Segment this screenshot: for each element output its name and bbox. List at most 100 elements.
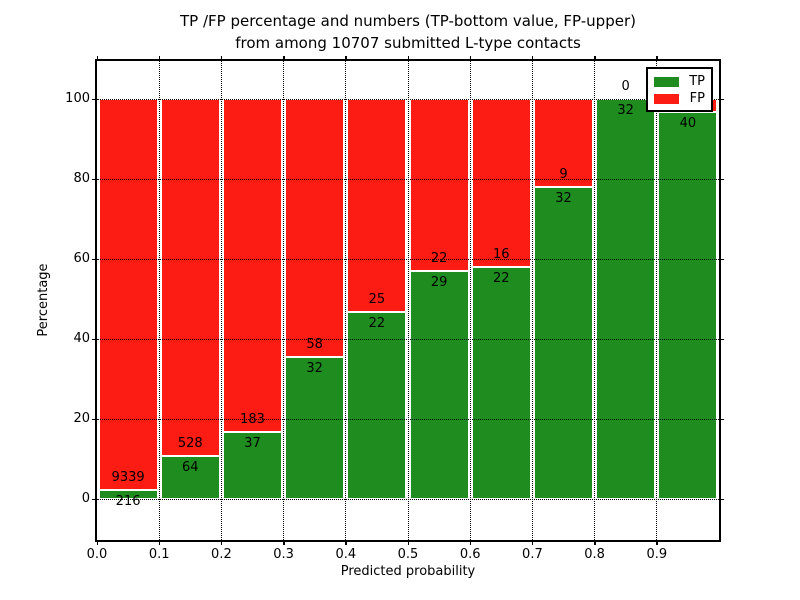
bar-0.2-0.3 — [222, 99, 283, 499]
bar-0.1-0.2 — [160, 99, 220, 499]
bar-segment-fp — [222, 99, 283, 432]
bar-segment-tp — [471, 267, 531, 499]
y-tick-left — [92, 258, 97, 260]
x-tick-label: 0.3 — [273, 547, 294, 562]
y-tick-label: 0 — [81, 491, 90, 506]
bar-fp-count-label: 528 — [177, 435, 203, 451]
vertical-gridline — [407, 61, 409, 540]
x-tick-top — [594, 56, 596, 61]
bar-tp-count-label: 32 — [306, 360, 323, 376]
bar-tp-count-label: 32 — [617, 103, 634, 118]
vertical-gridline — [345, 61, 347, 540]
bar-fp-count-label: 0 — [621, 79, 630, 94]
bar-segment-fp — [409, 99, 469, 272]
bar-segment-tp — [222, 431, 283, 499]
bar-segment-tp — [285, 356, 345, 499]
bar-segment-fp — [98, 99, 158, 490]
y-tick-right — [719, 418, 724, 420]
horizontal-gridline — [97, 338, 719, 340]
bar-tp-count-label: 29 — [430, 275, 448, 291]
y-tick-right — [719, 498, 724, 500]
bar-tp-count-label: 37 — [244, 435, 261, 451]
bar-tp-count-label: 22 — [493, 271, 510, 287]
bar-fp-count-label: 183 — [240, 411, 265, 427]
y-axis-label: Percentage — [36, 263, 51, 337]
bar-fp-count-label: 22 — [430, 251, 448, 267]
vertical-gridline — [531, 61, 533, 540]
y-tick-label: 100 — [65, 91, 90, 106]
legend-label-fp: FP — [689, 90, 705, 106]
horizontal-gridline — [97, 178, 719, 180]
x-axis-label: Predicted probability — [340, 564, 476, 579]
x-tick-bottom — [345, 540, 347, 545]
bar-segment-tp — [596, 99, 656, 499]
bar-tp-count-label: 22 — [368, 315, 386, 331]
bar-segment-fp — [160, 99, 220, 456]
bar-segment-fp — [471, 99, 531, 268]
y-tick-left — [92, 498, 97, 500]
x-tick-label: 0.4 — [335, 547, 357, 562]
legend-swatch-fp — [654, 93, 679, 104]
x-tick-bottom — [220, 540, 223, 545]
x-tick-bottom — [656, 540, 658, 545]
y-tick-label: 60 — [73, 251, 90, 266]
x-tick-bottom — [469, 540, 472, 545]
legend-swatch-tp — [654, 76, 679, 87]
bar-fp-count-label: 9339 — [111, 469, 145, 485]
x-tick-top — [469, 56, 472, 61]
bar-0.0-0.1 — [98, 99, 158, 499]
x-tick-top — [283, 56, 285, 61]
bar-segment-tp — [160, 455, 220, 499]
bar-0.3-0.4 — [285, 99, 345, 499]
x-tick-bottom — [594, 540, 596, 545]
bar-fp-count-label: 58 — [306, 336, 323, 352]
x-tick-bottom — [407, 540, 409, 545]
chart-title-line2: from among 10707 submitted L-type contac… — [235, 34, 581, 52]
x-tick-bottom — [158, 540, 161, 545]
y-tick-left — [92, 338, 97, 340]
vertical-gridline — [469, 61, 471, 540]
legend-box: TP FP — [646, 67, 713, 112]
bar-0.9-1.0 — [658, 99, 718, 499]
vertical-gridline — [594, 61, 596, 540]
bar-fp-count-label: 25 — [368, 291, 386, 307]
bar-0.6-0.7 — [471, 99, 531, 499]
x-tick-top — [407, 56, 409, 61]
legend-label-tp: TP — [689, 73, 705, 89]
x-tick-top — [220, 56, 223, 61]
x-tick-top — [96, 56, 98, 61]
horizontal-gridline — [97, 258, 719, 260]
legend-row-tp: TP — [654, 74, 705, 89]
bar-segment-tp — [347, 311, 407, 499]
x-tick-label: 0.0 — [86, 547, 108, 562]
x-tick-top — [158, 56, 161, 61]
bar-segment-fp — [533, 99, 594, 187]
y-tick-label: 20 — [73, 411, 90, 426]
horizontal-gridline — [97, 98, 719, 100]
y-tick-right — [719, 338, 724, 340]
bar-0.8-0.9 — [596, 99, 656, 499]
y-tick-right — [719, 178, 724, 180]
vertical-gridline — [283, 61, 285, 540]
plot-area: 9339 216 528 64 183 37 58 32 25 22 22 29 16 22 9 32 0 32 4… — [97, 61, 719, 540]
x-tick-top — [345, 56, 347, 61]
x-tick-bottom — [283, 540, 285, 545]
x-tick-label: 0.1 — [148, 547, 170, 562]
y-tick-label: 80 — [73, 171, 90, 186]
x-tick-label: 0.7 — [522, 547, 543, 562]
bar-tp-count-label: 40 — [679, 115, 697, 131]
bar-tp-count-label: 32 — [555, 191, 572, 206]
bar-0.5-0.6 — [409, 99, 469, 499]
x-tick-label: 0.9 — [646, 547, 668, 562]
y-tick-label: 40 — [73, 331, 90, 346]
horizontal-gridline — [97, 498, 719, 500]
vertical-gridline — [220, 61, 222, 540]
bar-segment-fp — [285, 99, 345, 357]
bar-fp-count-label: 9 — [559, 167, 568, 182]
chart-title: TP /FP percentage and numbers (TP-bottom… — [97, 10, 719, 54]
vertical-gridline — [656, 61, 658, 540]
x-tick-label: 0.6 — [459, 547, 481, 562]
vertical-gridline — [158, 61, 160, 540]
bar-segment-tp — [533, 187, 594, 499]
